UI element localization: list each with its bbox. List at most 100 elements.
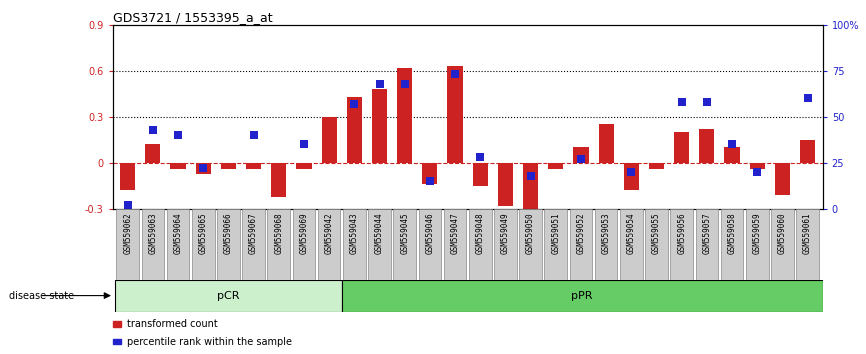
FancyBboxPatch shape <box>796 209 819 280</box>
Bar <box>598 125 614 163</box>
Bar <box>649 163 664 169</box>
Text: GSM559065: GSM559065 <box>198 212 208 254</box>
FancyBboxPatch shape <box>545 209 567 280</box>
Point <box>624 169 638 175</box>
Text: GSM559063: GSM559063 <box>148 212 158 254</box>
Bar <box>573 148 589 163</box>
FancyBboxPatch shape <box>443 209 467 280</box>
Bar <box>700 129 714 163</box>
Point <box>297 142 311 147</box>
Bar <box>397 68 412 163</box>
Text: GSM559046: GSM559046 <box>425 212 435 254</box>
Text: GSM559047: GSM559047 <box>450 212 460 254</box>
Text: GSM559056: GSM559056 <box>677 212 686 254</box>
Text: GSM559062: GSM559062 <box>123 212 132 254</box>
FancyBboxPatch shape <box>695 209 718 280</box>
FancyBboxPatch shape <box>645 209 668 280</box>
Point <box>750 169 764 175</box>
Point <box>675 99 688 105</box>
Text: GSM559052: GSM559052 <box>577 212 585 254</box>
Text: GSM559045: GSM559045 <box>400 212 410 254</box>
Text: GSM559048: GSM559048 <box>475 212 485 254</box>
Bar <box>548 163 563 169</box>
Text: GSM559067: GSM559067 <box>249 212 258 254</box>
FancyBboxPatch shape <box>620 209 643 280</box>
Bar <box>115 280 342 312</box>
FancyBboxPatch shape <box>116 209 139 280</box>
Point <box>700 99 714 105</box>
FancyBboxPatch shape <box>570 209 592 280</box>
Text: GSM559043: GSM559043 <box>350 212 359 254</box>
Text: GSM559069: GSM559069 <box>300 212 308 254</box>
Bar <box>321 117 337 163</box>
Text: pCR: pCR <box>217 291 240 301</box>
Bar <box>113 339 121 344</box>
Point <box>524 173 538 178</box>
FancyBboxPatch shape <box>520 209 542 280</box>
Point <box>448 72 462 77</box>
Bar <box>473 163 488 186</box>
Text: GDS3721 / 1553395_a_at: GDS3721 / 1553395_a_at <box>113 11 272 24</box>
Bar <box>523 163 538 212</box>
FancyBboxPatch shape <box>167 209 190 280</box>
FancyBboxPatch shape <box>494 209 517 280</box>
Bar <box>145 144 160 163</box>
Bar <box>271 163 287 196</box>
Text: GSM559051: GSM559051 <box>552 212 560 254</box>
Text: disease state: disease state <box>9 291 74 301</box>
Text: GSM559044: GSM559044 <box>375 212 384 254</box>
Bar <box>725 148 740 163</box>
Point <box>197 166 210 171</box>
Bar <box>120 163 135 190</box>
Point <box>801 96 815 101</box>
Bar <box>448 66 462 163</box>
Point <box>397 81 411 86</box>
Text: GSM559061: GSM559061 <box>803 212 812 254</box>
FancyBboxPatch shape <box>746 209 768 280</box>
Point <box>574 156 588 162</box>
FancyBboxPatch shape <box>368 209 391 280</box>
Bar <box>624 163 639 190</box>
FancyBboxPatch shape <box>217 209 240 280</box>
Point <box>146 127 160 132</box>
Point <box>372 81 386 86</box>
Bar <box>113 321 121 327</box>
Bar <box>171 163 185 169</box>
Point <box>347 101 361 107</box>
Text: GSM559049: GSM559049 <box>501 212 510 254</box>
Bar <box>342 280 823 312</box>
FancyBboxPatch shape <box>469 209 492 280</box>
Bar <box>800 140 815 163</box>
FancyBboxPatch shape <box>242 209 265 280</box>
FancyBboxPatch shape <box>418 209 441 280</box>
FancyBboxPatch shape <box>721 209 743 280</box>
Point <box>725 142 739 147</box>
FancyBboxPatch shape <box>318 209 340 280</box>
Text: GSM559057: GSM559057 <box>702 212 711 254</box>
Text: GSM559053: GSM559053 <box>602 212 611 254</box>
FancyBboxPatch shape <box>393 209 416 280</box>
FancyBboxPatch shape <box>192 209 215 280</box>
Text: GSM559060: GSM559060 <box>778 212 787 254</box>
FancyBboxPatch shape <box>141 209 165 280</box>
Bar <box>221 163 236 169</box>
Point <box>171 132 185 138</box>
Text: GSM559066: GSM559066 <box>224 212 233 254</box>
FancyBboxPatch shape <box>268 209 290 280</box>
Text: GSM559042: GSM559042 <box>325 212 333 254</box>
Bar <box>423 163 437 184</box>
Bar <box>498 163 513 206</box>
Text: GSM559068: GSM559068 <box>275 212 283 254</box>
Text: GSM559059: GSM559059 <box>753 212 762 254</box>
Bar <box>372 89 387 163</box>
Text: GSM559050: GSM559050 <box>526 212 535 254</box>
Bar <box>246 163 262 169</box>
Text: GSM559055: GSM559055 <box>652 212 661 254</box>
Point <box>120 202 134 208</box>
Point <box>474 154 488 160</box>
FancyBboxPatch shape <box>293 209 315 280</box>
FancyBboxPatch shape <box>771 209 794 280</box>
Bar <box>196 163 210 173</box>
Point <box>247 132 261 138</box>
Bar <box>296 163 312 169</box>
